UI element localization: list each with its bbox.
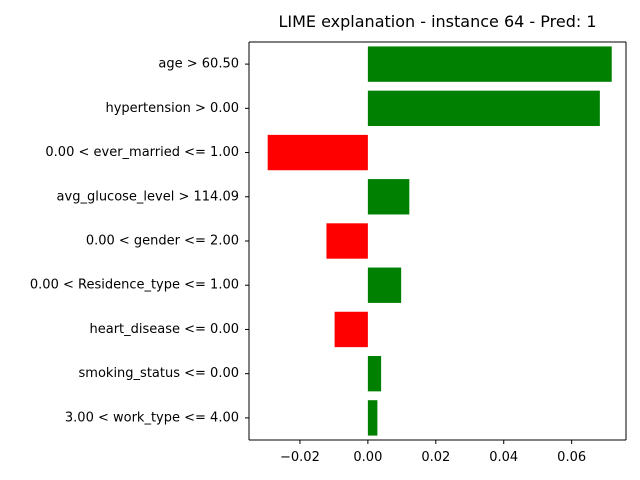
x-tick-label: −0.02	[280, 450, 320, 465]
y-tick-label: 0.00 < Residence_type <= 1.00	[30, 278, 239, 293]
y-tick-label: 0.00 < gender <= 2.00	[86, 234, 239, 249]
bar	[367, 179, 410, 215]
y-tick-label: 0.00 < ever_married <= 1.00	[45, 145, 239, 160]
y-tick-label: hypertension > 0.00	[105, 101, 239, 116]
bars-layer	[267, 46, 612, 436]
x-tick-label: 0.04	[489, 450, 518, 465]
bar	[367, 267, 402, 303]
y-tick-label: 3.00 < work_type <= 4.00	[65, 410, 239, 425]
y-tick-label: smoking_status <= 0.00	[79, 366, 239, 381]
bar	[367, 400, 378, 436]
x-tick-label: 0.02	[421, 450, 450, 465]
bar	[367, 355, 382, 392]
bar	[334, 311, 368, 348]
y-tick-label: heart_disease <= 0.00	[89, 322, 239, 337]
x-tick-label: 0.00	[353, 450, 382, 465]
bar	[267, 134, 368, 171]
x-ticks-layer: −0.02 0.00 0.02 0.04 0.06	[280, 440, 586, 465]
y-tick-label: avg_glucose_level > 114.09	[57, 189, 239, 204]
x-tick-label: 0.06	[557, 450, 586, 465]
bar	[326, 223, 368, 259]
bar	[367, 90, 600, 127]
bar	[367, 46, 612, 82]
y-tick-label: age > 60.50	[158, 57, 239, 72]
y-ticks-layer: age > 60.50 hypertension > 0.00 0.00 < eve…	[30, 57, 249, 425]
chart-title: LIME explanation - instance 64 - Pred: 1	[278, 12, 596, 31]
